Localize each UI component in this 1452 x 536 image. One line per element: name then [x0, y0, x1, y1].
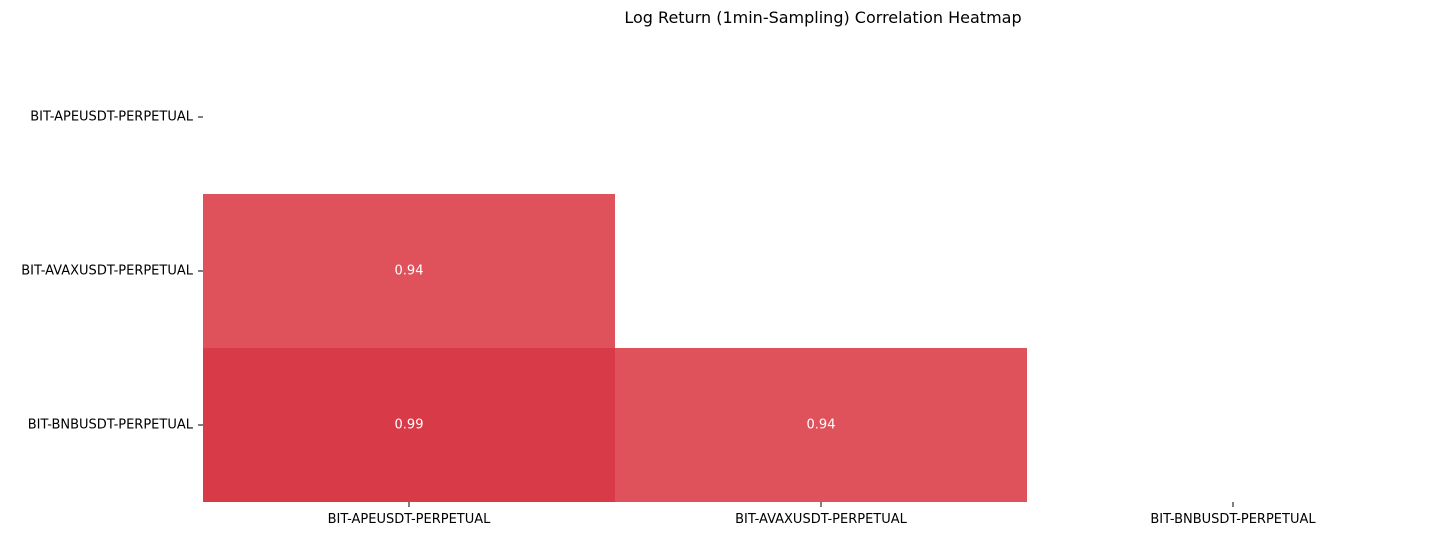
heatmap-cell-label: 0.94	[807, 418, 836, 433]
x-tick-label: BIT-BNBUSDT-PERPETUAL	[1150, 512, 1316, 527]
x-axis: BIT-APEUSDT-PERPETUAL BIT-AVAXUSDT-PERPET…	[328, 502, 1316, 527]
chart-title: Log Return (1min-Sampling) Correlation H…	[624, 8, 1021, 27]
y-tick-label: BIT-BNBUSDT-PERPETUAL	[28, 418, 194, 433]
heatmap-cells	[203, 194, 1027, 502]
y-tick-label: BIT-APEUSDT-PERPETUAL	[30, 110, 194, 125]
x-tick-label: BIT-APEUSDT-PERPETUAL	[328, 512, 492, 527]
heatmap-cell	[203, 348, 615, 502]
y-axis: BIT-APEUSDT-PERPETUAL BIT-AVAXUSDT-PERPET…	[21, 110, 203, 433]
heatmap-cell	[203, 194, 615, 348]
x-tick-label: BIT-AVAXUSDT-PERPETUAL	[735, 512, 908, 527]
y-tick-label: BIT-AVAXUSDT-PERPETUAL	[21, 264, 194, 279]
heatmap-cell-label: 0.94	[395, 264, 424, 279]
heatmap-cell	[615, 348, 1027, 502]
heatmap-cell-labels: 0.94 0.99 0.94	[395, 264, 836, 433]
heatmap-cell-label: 0.99	[395, 418, 424, 433]
